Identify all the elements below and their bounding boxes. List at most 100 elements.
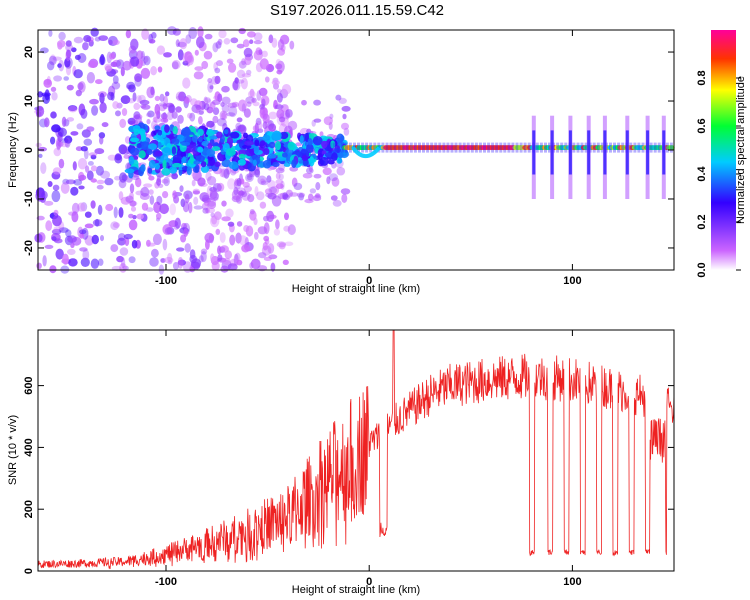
ridge-halo bbox=[365, 142, 369, 153]
noise-blob bbox=[281, 84, 292, 95]
faint-blob bbox=[184, 193, 190, 204]
band-blob bbox=[206, 130, 215, 136]
faint-blob bbox=[139, 99, 150, 106]
noise-blob bbox=[270, 262, 276, 272]
faint-blob bbox=[173, 195, 180, 204]
noise-blob bbox=[169, 203, 176, 216]
vertical-streak-core bbox=[532, 130, 536, 175]
band-blob bbox=[154, 125, 161, 131]
faint-blob bbox=[236, 125, 246, 132]
noise-blob bbox=[253, 40, 263, 45]
noise-blob bbox=[206, 120, 215, 128]
faint-blob bbox=[259, 104, 266, 110]
noise-blob bbox=[119, 247, 129, 256]
faint-blob bbox=[289, 166, 299, 172]
noise-blob bbox=[70, 131, 79, 136]
noise-blob bbox=[47, 61, 55, 71]
noise-blob bbox=[117, 237, 127, 246]
noise-blob bbox=[48, 29, 53, 37]
noise-blob bbox=[44, 200, 54, 206]
faint-blob bbox=[217, 118, 227, 127]
noise-blob bbox=[241, 244, 251, 253]
noise-blob bbox=[35, 142, 42, 148]
snr-panel: -100 0 100 0 200 400 600 Height of straight li… bbox=[7, 329, 675, 596]
ridge-halo bbox=[442, 142, 446, 153]
faint-blob bbox=[246, 175, 253, 181]
faint-blob bbox=[221, 96, 231, 105]
y-tick-label: 20 bbox=[23, 46, 35, 58]
noise-blob bbox=[53, 226, 62, 232]
ridge-halo bbox=[340, 142, 344, 153]
ridge-halo bbox=[519, 142, 523, 153]
faint-blob bbox=[192, 190, 201, 195]
noise-blob bbox=[186, 55, 194, 63]
noise-blob bbox=[282, 259, 289, 265]
noise-blob bbox=[218, 29, 227, 39]
noise-blob bbox=[73, 179, 83, 186]
band-blob bbox=[228, 161, 239, 170]
noise-blob bbox=[245, 225, 254, 237]
faint-blob bbox=[278, 173, 284, 181]
band-blob bbox=[162, 159, 167, 170]
noise-blob bbox=[44, 117, 50, 128]
noise-blob bbox=[230, 37, 239, 44]
noise-blob bbox=[220, 265, 229, 273]
noise-blob bbox=[89, 98, 99, 105]
ridge-halo bbox=[564, 142, 568, 153]
noise-blob bbox=[141, 28, 150, 40]
noise-blob bbox=[90, 178, 98, 183]
noise-blob bbox=[187, 112, 193, 119]
faint-blob bbox=[329, 113, 334, 120]
noise-blob bbox=[276, 108, 285, 119]
ridge-halo bbox=[511, 142, 515, 153]
noise-blob bbox=[61, 138, 69, 143]
faint-blob bbox=[298, 193, 305, 201]
noise-blob bbox=[98, 35, 109, 41]
noise-blob bbox=[162, 238, 168, 251]
noise-blob bbox=[77, 82, 84, 91]
ridge-halo bbox=[641, 142, 645, 153]
noise-blob bbox=[128, 84, 136, 93]
faint-blob bbox=[203, 96, 208, 106]
noise-blob bbox=[149, 195, 155, 205]
noise-blob bbox=[265, 76, 270, 83]
ridge-halo bbox=[495, 142, 499, 153]
noise-blob bbox=[51, 124, 61, 133]
noise-blob bbox=[217, 93, 223, 102]
faint-blob bbox=[265, 192, 273, 198]
noise-blob bbox=[51, 228, 62, 235]
band-blob bbox=[321, 140, 328, 149]
band-blob bbox=[147, 167, 153, 174]
noise-blob bbox=[65, 229, 72, 237]
ridge-halo bbox=[478, 142, 482, 153]
noise-blob bbox=[154, 95, 161, 102]
faint-blob bbox=[257, 128, 264, 133]
y-tick-label: 0 bbox=[23, 147, 35, 153]
noise-blob bbox=[268, 111, 278, 120]
faint-blob bbox=[338, 97, 347, 104]
band-blob bbox=[237, 158, 246, 166]
noise-blob bbox=[277, 39, 285, 50]
faint-blob bbox=[160, 112, 168, 120]
noise-blob bbox=[276, 241, 287, 248]
vertical-streak-core bbox=[625, 130, 629, 175]
ridge-halo bbox=[649, 142, 653, 153]
snr-plot-area bbox=[38, 330, 674, 571]
band-blob bbox=[148, 159, 156, 169]
noise-blob bbox=[171, 172, 179, 180]
noise-blob bbox=[110, 244, 119, 253]
noise-blob bbox=[119, 118, 127, 128]
noise-blob bbox=[128, 219, 138, 231]
faint-blob bbox=[141, 104, 151, 110]
noise-blob bbox=[222, 257, 231, 265]
noise-blob bbox=[246, 69, 252, 75]
faint-blob bbox=[211, 99, 221, 106]
noise-blob bbox=[236, 79, 245, 84]
faint-blob bbox=[315, 182, 321, 191]
faint-blob bbox=[302, 172, 313, 179]
noise-blob bbox=[182, 201, 190, 213]
noise-blob bbox=[219, 245, 229, 253]
noise-blob bbox=[225, 208, 234, 218]
noise-blob bbox=[149, 257, 159, 267]
band-blob bbox=[130, 147, 140, 156]
